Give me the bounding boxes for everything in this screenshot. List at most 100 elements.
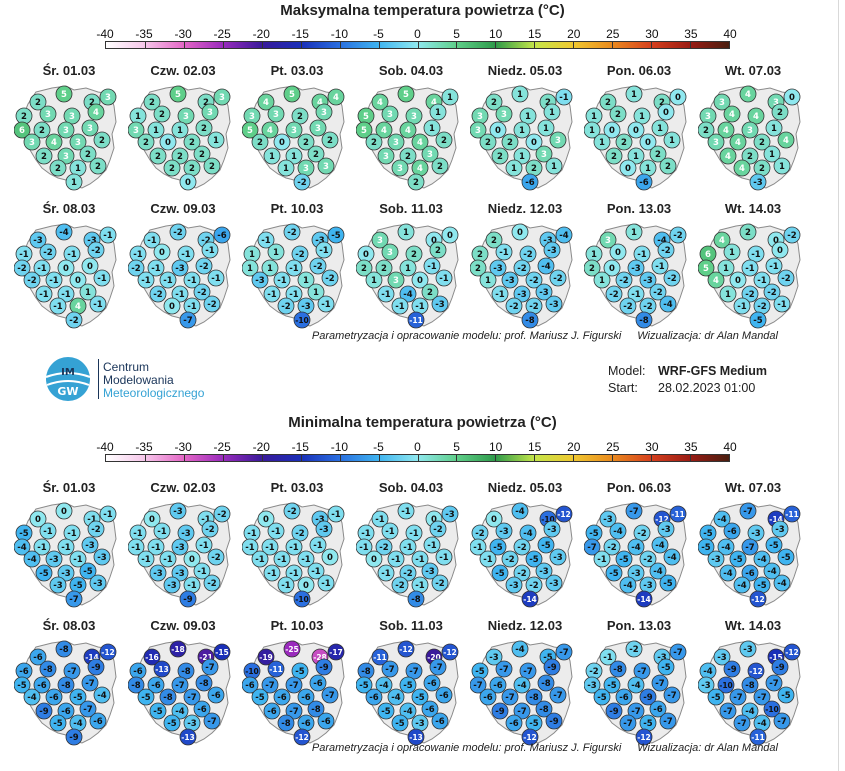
station-value: 0 bbox=[615, 248, 621, 258]
station-marker: -1 bbox=[45, 271, 63, 289]
station-value: -14 bbox=[769, 515, 783, 524]
day-map-panel: Czw. 02.03 2 5 2 3 1 2 3 3 3 1 1 2 2 0 2 1 2 2 2 2 2 2 0 bbox=[128, 63, 238, 194]
station-marker: -3 bbox=[315, 520, 333, 538]
station-circle bbox=[513, 259, 531, 277]
station-value: 1 bbox=[85, 288, 91, 298]
station-marker: -6 bbox=[635, 173, 653, 191]
station-circle bbox=[747, 524, 765, 542]
station-value: 1 bbox=[371, 276, 377, 286]
station-circle bbox=[501, 688, 519, 706]
station-circle bbox=[169, 223, 187, 241]
station-circle bbox=[525, 271, 543, 289]
logo-mark-gw: GW bbox=[57, 385, 78, 398]
poland-map: -1-2-3 -51 1 -2 -11 1 -1 -2-3 -1 1 -2-1 -1 1-2 -3 -1-1… bbox=[242, 223, 345, 329]
station-circle bbox=[137, 133, 155, 151]
station-circle bbox=[63, 524, 81, 542]
station-circle bbox=[719, 564, 737, 582]
station-value: -3 bbox=[517, 290, 527, 300]
station-circle bbox=[143, 648, 161, 666]
station-circle bbox=[397, 640, 415, 658]
day-label: Niedz. 12.03 bbox=[487, 201, 563, 216]
station-value: -1 bbox=[331, 510, 341, 520]
station-circle bbox=[163, 714, 181, 732]
station-marker: -2 bbox=[741, 285, 759, 303]
day-map-panel: Czw. 09.03 -16 -18 -21 -15 -6 -13 -8 -7 -8 -6 -7 -8-… bbox=[128, 618, 238, 749]
station-marker: -2 bbox=[399, 564, 417, 582]
scale-tick-label: -30 bbox=[174, 440, 192, 454]
station-marker: 2 bbox=[143, 93, 161, 111]
station-value: -1 bbox=[311, 567, 321, 577]
station-marker: -6 bbox=[479, 688, 497, 706]
scale-labels: -40 -35 -30 -25 -20 -15 -10 -5 0 5 10 15 20 25 30 35 40 bbox=[96, 440, 736, 454]
station-marker: -12 bbox=[747, 662, 765, 680]
station-marker: -2 bbox=[87, 241, 105, 259]
station-value: 2 bbox=[303, 138, 309, 148]
station-value: 2 bbox=[475, 264, 481, 274]
station-value: -2 bbox=[589, 667, 599, 677]
station-value: -4 bbox=[717, 515, 727, 525]
station-value: 4 bbox=[405, 126, 411, 136]
station-marker: 0 bbox=[619, 159, 637, 177]
scale-bar bbox=[105, 454, 730, 462]
day-label: Wt. 07.03 bbox=[724, 63, 782, 78]
scale-tick-label: 15 bbox=[528, 27, 542, 41]
station-marker: -5 bbox=[603, 676, 621, 694]
station-marker: 1 bbox=[719, 285, 737, 303]
station-circle bbox=[605, 285, 623, 303]
station-circle bbox=[87, 241, 105, 259]
station-marker: 1 bbox=[585, 107, 603, 125]
station-circle bbox=[495, 243, 513, 261]
station-value: -1 bbox=[141, 276, 151, 286]
station-circle bbox=[633, 662, 651, 680]
station-marker: -12 bbox=[397, 640, 415, 658]
station-value: -7 bbox=[265, 681, 275, 691]
day-map-panel: Śr. 08.03 -3 -4 -3 -1 -1 -2 -1 -2 -2 -1 0 0 -2 -1 0 -1 -1… bbox=[14, 201, 124, 332]
station-value: -6 bbox=[427, 679, 437, 689]
station-value: 2 bbox=[545, 98, 551, 108]
station-circle bbox=[783, 226, 801, 244]
station-circle bbox=[649, 145, 667, 163]
station-circle bbox=[128, 538, 145, 556]
station-value: 4 bbox=[75, 302, 81, 312]
station-value: -6 bbox=[151, 681, 161, 691]
station-circle bbox=[89, 574, 107, 592]
station-circle bbox=[207, 548, 225, 566]
station-marker: 5 bbox=[283, 85, 301, 103]
station-value: 4 bbox=[745, 90, 751, 100]
station-marker: 3 bbox=[57, 147, 75, 165]
station-circle bbox=[251, 271, 269, 289]
station-marker: 4 bbox=[719, 147, 737, 165]
station-marker: -4 bbox=[375, 676, 393, 694]
station-value: -2 bbox=[211, 553, 221, 563]
station-circle bbox=[407, 590, 425, 608]
station-marker: -1 bbox=[257, 231, 275, 249]
station-value: -9 bbox=[69, 733, 79, 743]
station-value: -16 bbox=[145, 653, 159, 662]
station-marker: -3 bbox=[49, 576, 67, 594]
station-value: 1 bbox=[599, 276, 605, 286]
station-value: -6 bbox=[19, 667, 29, 677]
station-circle bbox=[137, 688, 155, 706]
station-circle bbox=[169, 85, 187, 103]
scale-tick-label: 35 bbox=[684, 440, 698, 454]
station-value: -2 bbox=[529, 276, 539, 286]
station-circle bbox=[633, 524, 651, 542]
station-circle bbox=[285, 538, 303, 556]
station-value: -6 bbox=[313, 679, 323, 689]
station-marker: 5 bbox=[356, 121, 373, 139]
station-marker: -3 bbox=[657, 520, 675, 538]
station-marker: 3 bbox=[243, 107, 261, 125]
station-marker: 3 bbox=[309, 119, 327, 137]
station-value: -3 bbox=[153, 569, 163, 579]
station-value: -5 bbox=[703, 529, 713, 539]
station-marker: -4 bbox=[399, 702, 417, 720]
station-marker: -1 bbox=[765, 257, 783, 275]
station-marker: 2 bbox=[741, 147, 759, 165]
station-circle bbox=[719, 285, 737, 303]
station-circle bbox=[765, 674, 783, 692]
station-marker: 2 bbox=[407, 173, 425, 191]
station-marker: 1 bbox=[513, 147, 531, 165]
station-value: 3 bbox=[183, 112, 189, 122]
scale-tick-mark bbox=[534, 42, 536, 48]
station-circle bbox=[285, 147, 303, 165]
